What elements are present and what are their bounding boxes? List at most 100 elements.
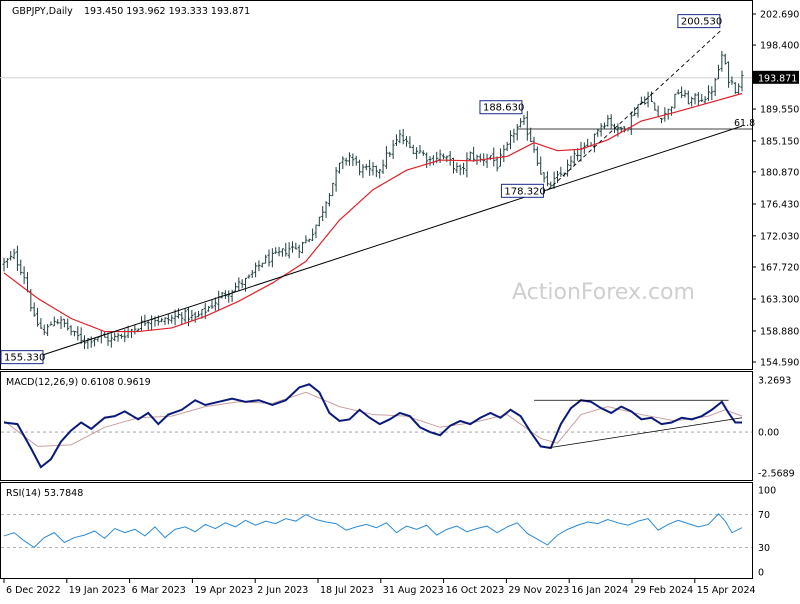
swing-label: 155.330: [0, 350, 45, 365]
price-bar: [592, 133, 596, 153]
price-bar: [596, 129, 600, 137]
price-bar: [368, 159, 372, 176]
price-bar: [244, 277, 248, 292]
svg-text:188.630: 188.630: [483, 103, 524, 114]
moving-average-line: [3, 92, 743, 333]
macd-axis-label: -2.5689: [758, 469, 795, 480]
svg-text:193.871: 193.871: [758, 73, 797, 84]
price-bar: [304, 235, 308, 244]
price-bar: [680, 86, 684, 99]
price-bar: [237, 277, 241, 292]
price-bar: [317, 216, 321, 227]
price-bar: [384, 146, 388, 169]
price-bar: [556, 170, 559, 184]
price-bar: [653, 102, 657, 111]
price-bar: [505, 141, 509, 152]
price-bar: [472, 146, 476, 162]
price-bar: [415, 147, 419, 160]
price-bar: [727, 61, 731, 88]
price-bar: [670, 106, 674, 116]
price-bar: [227, 290, 231, 303]
price-bar: [341, 156, 345, 170]
date-axis-label: 29 Feb 2024: [634, 585, 693, 596]
price-bar: [733, 82, 737, 94]
price-bar: [358, 159, 362, 176]
price-bar: [22, 266, 26, 285]
price-bar: [109, 333, 113, 348]
price-bar: [495, 156, 499, 172]
price-bar: [247, 274, 251, 279]
price-bar: [116, 332, 120, 342]
macd-support-line: [547, 417, 743, 449]
price-bar: [160, 317, 164, 323]
price-bar: [458, 164, 462, 176]
rsi-title: RSI(14) 53.7848: [6, 488, 83, 499]
price-bar: [462, 162, 466, 175]
price-bar: [448, 151, 452, 166]
price-bar: [59, 316, 63, 329]
chart-title: GBPJPY,Daily: [12, 6, 73, 17]
price-bar: [311, 228, 315, 241]
date-axis-label: 16 Oct 2023: [446, 585, 505, 596]
price-bar: [284, 242, 288, 257]
price-bar: [32, 302, 36, 317]
price-bar: [79, 327, 83, 344]
price-bar: [576, 148, 580, 161]
price-bar: [391, 139, 395, 160]
price-bar: [690, 96, 694, 107]
rsi-axis-label: 30: [758, 543, 770, 554]
price-bar: [633, 107, 637, 116]
price-bar: [233, 282, 237, 292]
price-bar: [250, 269, 254, 279]
price-bar: [166, 313, 170, 325]
price-bar: [438, 149, 442, 164]
price-bar: [197, 310, 201, 318]
price-bar: [441, 153, 445, 160]
price-bar: [280, 248, 284, 257]
price-bar: [62, 318, 66, 328]
price-bar: [700, 94, 704, 102]
price-bar: [49, 321, 53, 326]
price-bar: [207, 305, 211, 312]
price-bar: [93, 337, 97, 347]
watermark: ActionForex.com: [512, 280, 695, 305]
price-bar: [12, 248, 16, 260]
price-bar: [723, 53, 727, 65]
date-axis-label: 29 Nov 2023: [508, 585, 569, 596]
rsi-axis-label: 0: [758, 568, 764, 579]
price-bar: [290, 241, 294, 253]
price-bar: [56, 319, 60, 325]
price-bar: [344, 157, 348, 166]
price-bar: [69, 325, 73, 336]
price-bar: [398, 129, 402, 144]
price-bar: [193, 311, 197, 323]
price-bar: [180, 312, 184, 325]
price-bar: [465, 152, 469, 178]
price-bar: [46, 323, 50, 336]
price-bar: [401, 128, 405, 145]
price-bar: [213, 297, 217, 311]
macd-panel-frame: [0, 371, 753, 481]
price-bar: [270, 248, 274, 268]
price-bar: [737, 83, 741, 95]
price-bar: [445, 155, 449, 163]
price-bar: [659, 117, 663, 124]
price-bar: [609, 114, 613, 129]
svg-text:178.320: 178.320: [504, 186, 545, 197]
price-bar: [39, 318, 43, 329]
price-bar: [220, 291, 224, 299]
price-bar: [260, 262, 264, 268]
price-bar: [9, 251, 13, 261]
price-bar: [619, 126, 623, 133]
price-bar: [324, 201, 328, 218]
price-bar: [307, 238, 311, 243]
svg-text:200.530: 200.530: [681, 17, 722, 28]
price-axis-label: 163.300: [760, 294, 799, 305]
axes: 202.690 198.400 193.871 189.550 185.150 180.8…: [3, 10, 799, 596]
price-axis-label: 158.880: [760, 326, 799, 337]
price-axis-label: 180.870: [760, 167, 799, 178]
price-bar: [566, 159, 570, 177]
date-axis-label: 6 Dec 2022: [6, 585, 61, 596]
price-bar: [230, 289, 234, 303]
